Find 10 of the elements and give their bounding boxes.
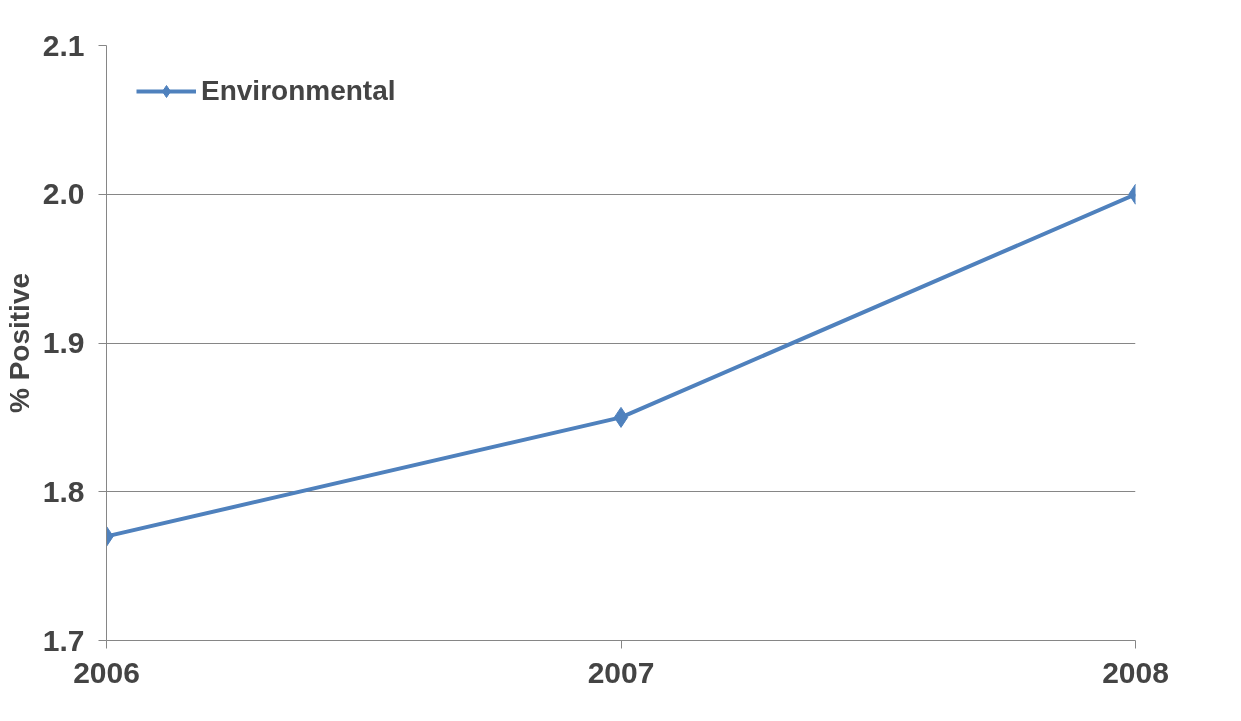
y-tick-label: 2.1: [42, 28, 85, 62]
y-tick-label: 1.9: [42, 326, 85, 359]
y-axis-title: % Positive: [3, 272, 35, 414]
x-tick-label: 2008: [1102, 655, 1169, 689]
y-tick-label: 1.7: [42, 623, 85, 657]
y-tick-label: 1.8: [42, 474, 85, 508]
x-tick-label: 2006: [73, 655, 140, 689]
y-tick-label: 2.0: [42, 177, 85, 211]
x-tick-label: 2007: [587, 655, 655, 689]
legend-label: Environmental: [201, 75, 396, 107]
